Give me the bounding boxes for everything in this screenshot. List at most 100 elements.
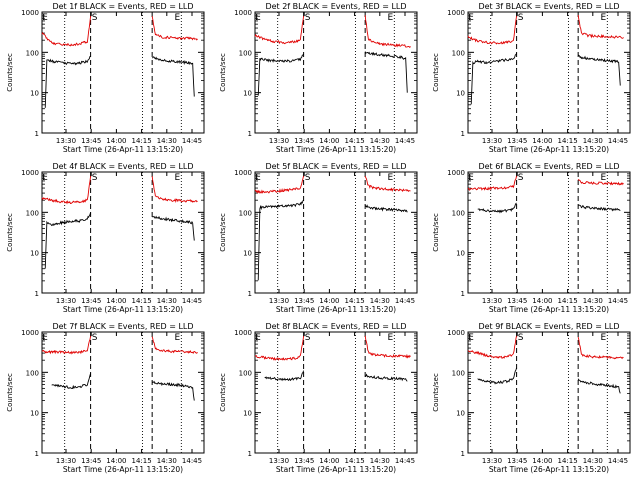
x-tick-label: 14:00 [319,457,339,465]
y-tick-label: 10 [243,250,252,258]
events-series-line [364,373,408,382]
x-tick-label: 14:15 [558,457,578,465]
lld-series-line [254,15,305,45]
x-tick-label: 14:30 [583,457,603,465]
events-series-line [364,51,408,93]
event-annotation: S [518,173,524,183]
chart-svg: Det 3f BLACK = Events, RED = LLD 1 10 100 10… [432,2,631,154]
chart-svg: Det 1f BLACK = Events, RED = LLD 1 10 100 10… [6,2,205,154]
chart-title: Det 5f BLACK = Events, RED = LLD [265,162,406,171]
x-axis-label: Start Time (26-Apr-11 13:15:20) [489,305,609,314]
x-axis-label: Start Time (26-Apr-11 13:15:20) [276,465,396,474]
events-series-line [257,53,304,96]
event-annotation: S [305,173,311,183]
plot-frame [467,171,631,294]
events-series-line [577,54,621,86]
x-tick-label: 13:45 [507,457,527,465]
lld-series-line [254,335,305,362]
x-tick-label: 14:45 [182,297,202,305]
y-tick-label: 1 [248,130,252,138]
event-annotation: E [174,13,180,23]
x-tick-label: 14:30 [370,297,390,305]
y-axis-label: Counts/sec [219,373,227,412]
y-tick-label: 1000 [234,9,252,17]
y-tick-label: 1000 [447,9,465,17]
y-tick-label: 1000 [447,329,465,337]
lld-series-line [151,176,198,203]
lld-series-line [364,15,411,49]
y-axis-label: Counts/sec [219,53,227,92]
x-tick-label: 13:30 [56,457,76,465]
events-series-line [578,204,621,212]
chart-title: Det 9f BLACK = Events, RED = LLD [478,322,619,331]
y-tick-label: 1 [248,290,252,298]
x-tick-label: 14:15 [132,137,152,145]
x-tick-label: 14:00 [532,457,552,465]
event-annotation: E [255,173,261,183]
events-series-line [44,212,92,269]
y-tick-label: 10 [30,90,39,98]
x-tick-label: 14:30 [370,457,390,465]
events-series-line [51,373,92,390]
x-axis-label: Start Time (26-Apr-11 13:15:20) [489,145,609,154]
y-tick-label: 1 [461,450,465,458]
event-annotation: E [42,13,48,23]
event-annotation: S [92,173,98,183]
event-annotation: S [305,333,311,343]
detector-panel-6: Det 6f BLACK = Events, RED = LLD 1 10 100 10… [426,160,639,320]
x-tick-label: 13:30 [56,137,76,145]
x-tick-label: 14:00 [106,137,126,145]
y-axis-label: Counts/sec [6,53,14,92]
x-tick-label: 14:30 [583,137,603,145]
event-annotation: E [255,333,261,343]
x-tick-label: 14:00 [532,297,552,305]
event-annotation: E [600,333,606,343]
y-tick-label: 100 [239,209,252,217]
x-tick-label: 14:15 [558,297,578,305]
x-tick-label: 14:30 [583,297,603,305]
y-tick-label: 10 [30,250,39,258]
y-tick-label: 100 [452,49,465,57]
y-axis-label: Counts/sec [432,373,440,412]
x-tick-label: 14:45 [608,457,628,465]
detector-panel-4: Det 4f BLACK = Events, RED = LLD 1 10 100 10… [0,160,213,320]
x-tick-label: 14:45 [395,457,415,465]
event-annotation: E [174,333,180,343]
lld-series-line [41,335,92,355]
chart-title: Det 8f BLACK = Events, RED = LLD [265,322,406,331]
y-tick-label: 1 [461,130,465,138]
y-tick-label: 100 [26,369,39,377]
y-tick-label: 10 [456,90,465,98]
plot-frame [254,331,418,454]
x-tick-label: 14:30 [157,457,177,465]
events-series-line [152,56,195,97]
x-tick-label: 14:30 [370,137,390,145]
x-tick-label: 14:45 [395,297,415,305]
x-tick-label: 14:15 [345,457,365,465]
x-tick-label: 14:30 [157,297,177,305]
lld-series-line [577,178,624,186]
x-tick-label: 14:00 [532,137,552,145]
y-tick-label: 1 [35,130,39,138]
x-tick-label: 13:45 [81,457,101,465]
y-tick-label: 10 [243,410,252,418]
x-tick-label: 13:30 [269,457,289,465]
x-tick-label: 14:15 [132,297,152,305]
x-tick-label: 13:45 [81,137,101,145]
x-tick-label: 14:45 [395,137,415,145]
chart-title: Det 1f BLACK = Events, RED = LLD [52,2,193,11]
event-annotation: E [387,173,393,183]
event-annotation: E [600,13,606,23]
y-axis-label: Counts/sec [432,53,440,92]
y-tick-label: 1000 [21,9,39,17]
event-annotation: E [600,173,606,183]
x-tick-label: 14:30 [157,137,177,145]
plot-frame [254,171,418,294]
detector-panel-5: Det 5f BLACK = Events, RED = LLD 1 10 100 10… [213,160,426,320]
x-tick-label: 13:30 [56,297,76,305]
plot-frame [41,11,205,134]
x-tick-label: 14:45 [608,137,628,145]
plot-frame [467,11,631,134]
chart-svg: Det 5f BLACK = Events, RED = LLD 1 10 100 10… [219,162,418,314]
y-tick-label: 1000 [234,169,252,177]
